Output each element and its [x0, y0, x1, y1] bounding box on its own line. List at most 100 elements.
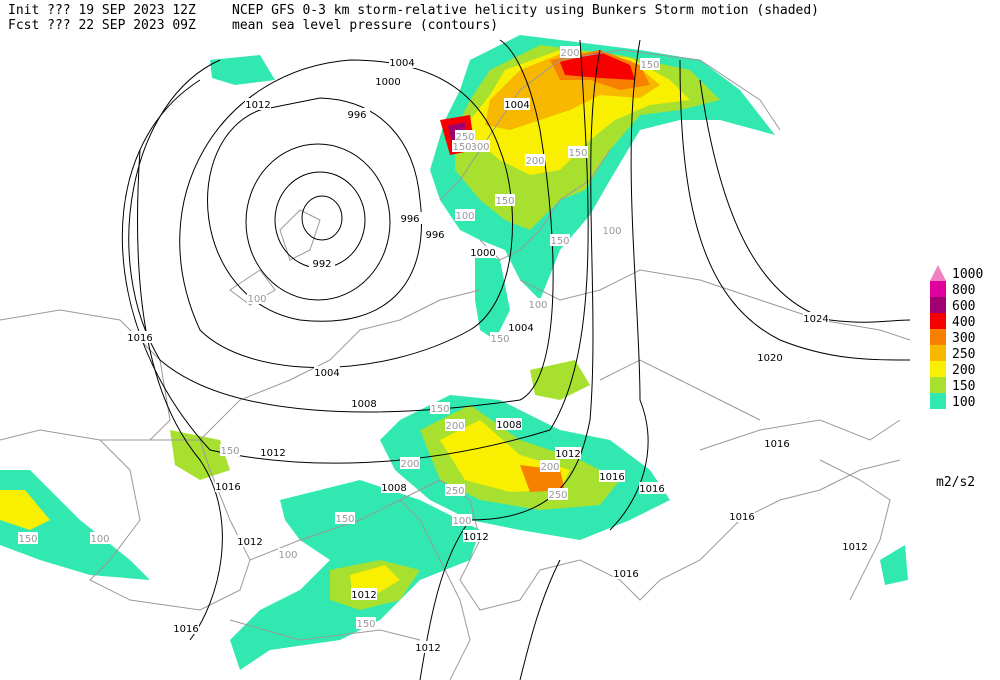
legend-label: 250	[952, 347, 975, 362]
label-bg	[445, 419, 465, 431]
helicity-label: 200	[525, 156, 544, 167]
pressure-label: 1016	[764, 439, 789, 450]
label-bg	[455, 209, 475, 221]
label-bg	[237, 535, 263, 547]
label-bg	[351, 397, 377, 409]
label-bg	[548, 488, 568, 500]
pressure-label: 1004	[389, 58, 414, 69]
pressure-label: 1012	[351, 590, 376, 601]
helicity-label: 200	[560, 48, 579, 59]
pressure-label: 1012	[237, 537, 262, 548]
legend-label: 200	[952, 363, 975, 378]
label-bg	[375, 75, 401, 87]
legend-label: 1000	[952, 267, 983, 282]
legend-swatch	[930, 265, 946, 281]
header-subtitle: mean sea level pressure (contours)	[232, 18, 498, 33]
label-bg	[247, 292, 267, 304]
label-bg	[639, 482, 665, 494]
label-bg	[127, 331, 153, 343]
legend-swatch	[930, 361, 946, 377]
label-bg	[18, 532, 38, 544]
legend-swatch	[930, 377, 946, 393]
pressure-label: 1016	[639, 484, 664, 495]
label-bg	[508, 321, 534, 333]
helicity-label: 250	[455, 132, 474, 143]
label-bg	[640, 58, 660, 70]
label-bg	[351, 588, 377, 600]
label-bg	[764, 437, 790, 449]
pressure-label: 1016	[599, 472, 624, 483]
label-bg	[215, 480, 241, 492]
label-bg	[560, 46, 580, 58]
helicity-label: 200	[540, 462, 559, 473]
pressure-label: 996	[400, 214, 419, 225]
legend-swatch	[930, 393, 946, 409]
helicity-label: 150	[430, 404, 449, 415]
label-bg	[245, 98, 271, 110]
helicity-label: 150	[568, 148, 587, 159]
label-bg	[455, 130, 475, 142]
pressure-label: 1012	[415, 643, 440, 654]
legend-swatch	[930, 297, 946, 313]
pressure-label: 1016	[729, 512, 754, 523]
coastlines	[0, 49, 911, 680]
label-bg	[555, 447, 581, 459]
helicity-label: 150	[490, 334, 509, 345]
helicity-label: 200	[400, 459, 419, 470]
helicity-label: 100	[528, 300, 547, 311]
label-bg	[220, 444, 240, 456]
pressure-label: 1016	[127, 333, 152, 344]
label-bg	[335, 512, 355, 524]
helicity-label: 100	[247, 294, 266, 305]
label-bg	[445, 484, 465, 496]
pressure-label: 1016	[215, 482, 240, 493]
label-bg	[430, 402, 450, 414]
label-bg	[613, 567, 639, 579]
pressure-label: 1012	[555, 449, 580, 460]
label-bg	[803, 312, 829, 324]
pressure-label: 1012	[842, 542, 867, 553]
pressure-label: 996	[347, 110, 366, 121]
legend-swatch	[930, 329, 946, 345]
label-bg	[356, 617, 376, 629]
label-bg	[599, 470, 625, 482]
helicity-label: 150	[550, 236, 569, 247]
helicity-label: 100	[278, 550, 297, 561]
helicity-label: 300	[470, 142, 489, 153]
pressure-label: 1016	[613, 569, 638, 580]
label-bg	[415, 641, 441, 653]
legend-units: m2/s2	[936, 475, 975, 490]
pressure-label: 1008	[381, 483, 406, 494]
legend-swatch	[930, 345, 946, 361]
label-bg	[452, 140, 472, 152]
label-bg	[729, 510, 755, 522]
label-bg	[452, 514, 472, 526]
helicity-label: 150	[452, 142, 471, 153]
label-bg	[260, 446, 286, 458]
label-bg	[344, 108, 370, 120]
label-bg	[842, 540, 868, 552]
pressure-label: 1000	[375, 77, 400, 88]
helicity-label: 200	[445, 421, 464, 432]
helicity-label: 150	[495, 196, 514, 207]
label-bg	[400, 457, 420, 469]
helicity-label: 100	[455, 211, 474, 222]
label-bg	[525, 154, 545, 166]
label-bg	[463, 530, 489, 542]
pressure-label: 1004	[314, 368, 339, 379]
helicity-label: 150	[335, 514, 354, 525]
pressure-label: 1004	[508, 323, 533, 334]
pressure-label: 1000	[470, 248, 495, 259]
label-bg	[470, 140, 490, 152]
label-bg	[397, 212, 423, 224]
pressure-label: 1016	[173, 624, 198, 635]
pressure-label: 1020	[757, 353, 782, 364]
helicity-label: 100	[602, 226, 621, 237]
header-fcst: Fcst ??? 22 SEP 2023 09Z	[8, 18, 196, 33]
label-bg	[757, 351, 783, 363]
legend-label: 800	[952, 283, 975, 298]
pressure-label: 1012	[245, 100, 270, 111]
pressure-label: 1012	[463, 532, 488, 543]
label-bg	[495, 194, 515, 206]
